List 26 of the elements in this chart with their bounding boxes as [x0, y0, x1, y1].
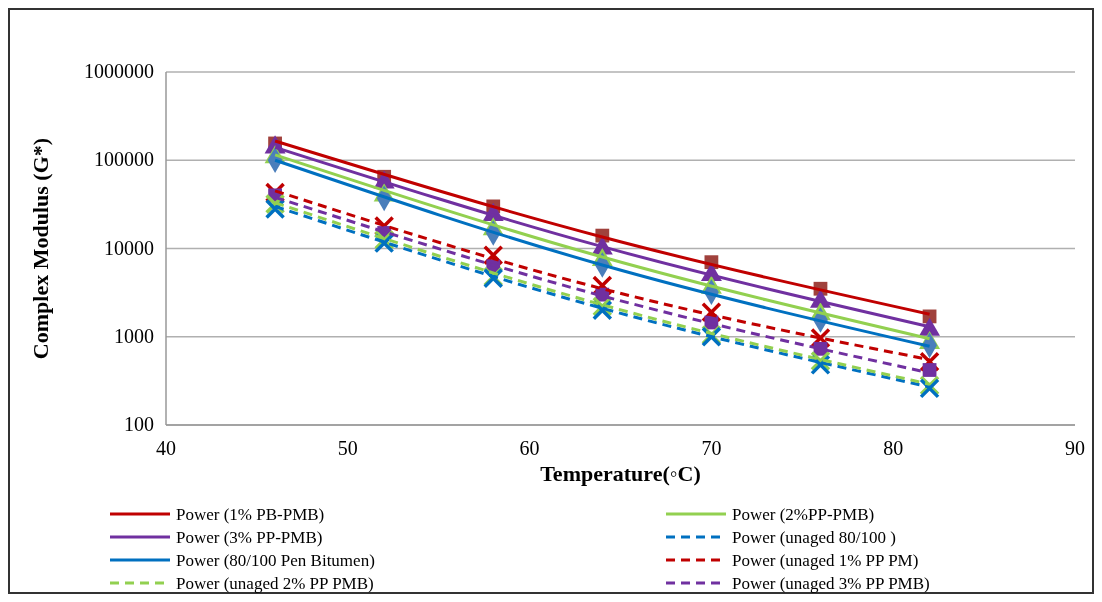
legend-label: Power (unaged 80/100 ) [732, 528, 896, 547]
y-tick-label: 10000 [104, 236, 154, 259]
legend-label: Power (1% PB-PMB) [176, 505, 325, 524]
x-tick-label: 40 [156, 437, 176, 459]
y-tick-label: 100000 [94, 148, 154, 171]
legend-label: Power (unaged 3% PP PMB) [732, 574, 930, 593]
legend-label: Power (80/100 Pen Bitumen) [176, 551, 375, 570]
y-axis-title: Complex Modulus (G*) [28, 137, 53, 360]
point [264, 198, 286, 220]
point [922, 363, 937, 377]
x-axis-title: Temperature(◦C) [540, 461, 701, 486]
legend-label: Power (2%PP-PMB) [732, 505, 875, 524]
x-tick-label: 80 [883, 437, 904, 459]
x-tick-label: 90 [1065, 437, 1085, 459]
point [919, 351, 940, 373]
y-tick-label: 1000 [114, 324, 154, 347]
x-tick-label: 70 [701, 437, 722, 459]
x-tick-label: 50 [337, 437, 358, 459]
legend-label: Power (3% PP-PMB) [176, 528, 323, 547]
y-tick-label: 1000000 [84, 60, 154, 82]
legend-label: Power (unaged 1% PP PM) [732, 551, 919, 570]
x-tick-label: 60 [519, 437, 540, 459]
point [483, 244, 504, 266]
y-tick-label: 100 [124, 413, 154, 435]
legend-label: Power (unaged 2% PP PMB) [176, 574, 374, 593]
point [701, 301, 722, 323]
